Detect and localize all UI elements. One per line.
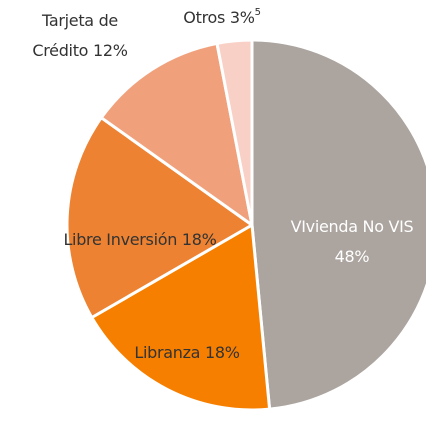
pie-slice [250, 38, 426, 411]
footnote-marker: 5 [254, 7, 261, 18]
slice-label: Libranza 18% [107, 338, 267, 368]
category-name: Otros [183, 8, 226, 27]
value-label: 12% [92, 41, 128, 60]
value-label: 18% [181, 230, 217, 249]
value-label: 48% [334, 247, 370, 266]
category-name: VIvienda No VIS [290, 217, 414, 236]
pie-slice [215, 38, 254, 227]
category-name: Tarjeta de Crédito [32, 11, 118, 60]
slice-label: Otros 3%5 [172, 3, 272, 33]
slice-label: VIvienda No VIS 48% [287, 212, 417, 272]
pie-slice [65, 116, 254, 319]
category-name: Libranza [134, 343, 201, 362]
pie-slice [99, 41, 254, 227]
slice-label: Libre Inversión 18% [60, 225, 220, 255]
value-label: 18% [204, 343, 240, 362]
pie-slice [90, 223, 272, 412]
category-name: Libre Inversión [63, 230, 178, 249]
value-label: 3% [229, 8, 255, 27]
slice-label: Tarjeta de Crédito 12% [15, 6, 145, 66]
